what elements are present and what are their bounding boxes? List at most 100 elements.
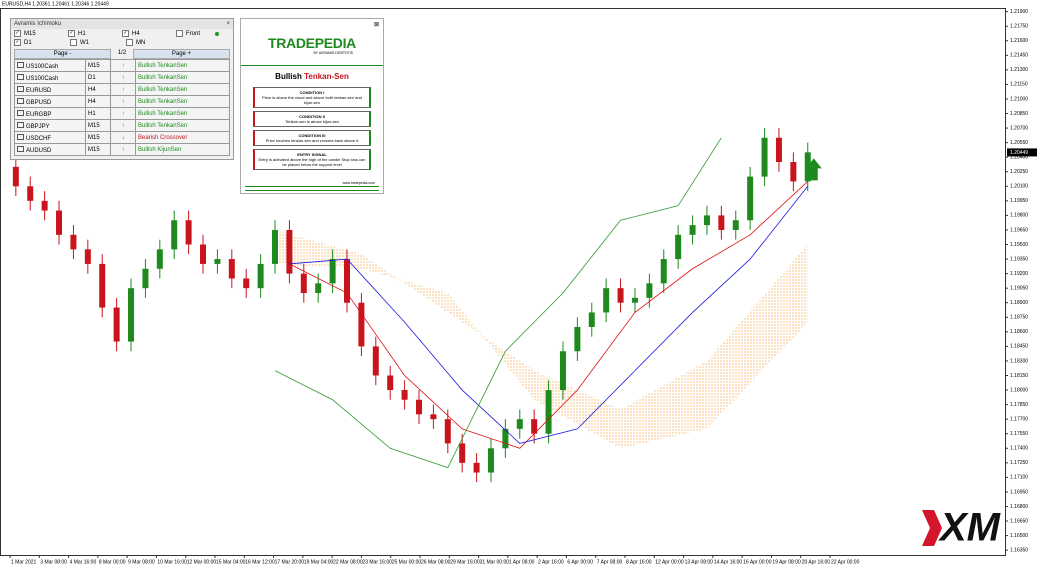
x-tick-label: 31 Mar 00:00 [480,559,510,565]
price-tag-label: 1.20449 [1010,150,1028,156]
y-tick-label: 1.17100 [1010,475,1028,481]
x-tick-label: 7 Apr 08:00 [597,559,623,565]
signal-row[interactable]: EURUSD H4 ↑ Bullish TenkanSen [14,83,230,96]
close-button[interactable]: × [226,21,230,27]
checkbox-label: W1 [80,39,89,46]
symbol-cell: EURUSD [14,83,86,96]
checkbox[interactable]: ✓ H4 [122,30,176,37]
arrow-cell: ↑ [110,59,136,72]
arrow-cell: ↓ [110,131,136,144]
candle-body [214,259,221,264]
pager: Page - 1/2 Page + [14,49,231,59]
candle-body [243,278,250,289]
checkbox[interactable]: ✓ M15 [14,30,68,37]
signal-row[interactable]: GBPUSD H4 ↑ Bullish TenkanSen [14,95,230,108]
condition-text: Price touches tenkan-sen and crosses bac… [265,138,359,143]
signal-row[interactable]: US100Cash D1 ↑ Bullish TenkanSen [14,71,230,84]
signal-row[interactable]: USDCHF M15 ↓ Bearish Crossover [14,131,230,144]
checkbox-label: H4 [132,30,140,37]
timeframe-cell: H4 [85,95,111,108]
candle-body [56,210,63,235]
card-title: Bullish Tenkan-Sen [241,65,383,81]
signal-row[interactable]: AUDUSD M15 ↑ Bullish KijunSen [14,143,230,156]
signal-row[interactable]: US100Cash M15 ↑ Bullish TenkanSen [14,59,230,72]
logo-mark [922,510,942,546]
condition: CONDITION III Price touches tenkan-sen an… [253,130,371,146]
signal-row[interactable]: GBPJPY M15 ↑ Bullish TenkanSen [14,119,230,132]
candle-body [703,215,710,226]
checkbox[interactable]: ✓ D1 [14,39,70,46]
page-prev-button[interactable]: Page - [14,49,112,59]
timeframe-cell: M15 [85,119,111,132]
checkbox-box: ✓ [14,30,21,37]
y-tick-label: 1.20550 [1010,140,1028,146]
checkbox[interactable]: Front [176,30,230,37]
signal-arrow [805,158,822,181]
candle-body [603,288,610,313]
checkbox-label: H1 [78,30,86,37]
checkbox-box: ✓ [14,39,21,46]
x-tick-label: 13 Apr 08:00 [685,559,714,565]
y-tick-label: 1.20100 [1010,184,1028,190]
candle-body [286,229,293,274]
x-tick-label: 29 Mar 16:00 [450,559,480,565]
timeframe-cell: M15 [85,59,111,72]
page-next-button[interactable]: Page + [132,49,231,59]
condition: ENTRY SIGNAL Entry is activated above the… [253,149,371,170]
symbol-cell: GBPUSD [14,95,86,108]
y-tick-label: 1.21150 [1010,82,1028,88]
candle-body [257,263,264,289]
y-tick-label: 1.21750 [1010,24,1028,30]
checkbox-label: D1 [24,39,32,46]
candle-body [444,419,451,444]
signal-cell: Bullish TenkanSen [135,83,230,96]
x-tick-label: 10 Mar 16:00 [157,559,187,565]
y-tick-label: 1.21600 [1010,38,1028,44]
timeframe-cell: M15 [85,131,111,144]
card-close[interactable]: ⊠ [373,22,379,28]
y-tick-label: 1.18450 [1010,344,1028,350]
arrow-cell: ↑ [110,119,136,132]
candle-body [732,220,739,230]
signal-row[interactable]: EURGBP H1 ↑ Bullish TenkanSen [14,107,230,120]
timeframe-row: ✓ M15 ✓ H1 ✓ H4 Front [11,29,233,38]
candle-body [329,259,336,284]
signal-cell: Bullish TenkanSen [135,95,230,108]
symbol-cell: AUDUSD [14,143,86,156]
x-tick-label: 22 Apr 00:00 [831,559,860,565]
candle-body [343,259,350,303]
checkbox[interactable]: W1 [70,39,126,46]
candle-body [415,399,422,415]
candle-body [559,351,566,391]
y-tick-label: 1.18150 [1010,373,1028,379]
signal-cell: Bullish KijunSen [135,143,230,156]
candle-body [761,137,768,177]
tradepedia-card: ⊠ TRADEPEDIA BY AVRAMIS DESPOTIS Bullish… [240,18,384,194]
candle-body [617,288,624,303]
arrow-cell: ↑ [110,71,136,84]
y-tick-label: 1.16350 [1010,547,1028,553]
candle-body [430,414,437,420]
candle-body [185,220,192,245]
candle-body [675,234,682,260]
candle-body [99,263,106,308]
checkbox[interactable]: MN [126,39,182,46]
x-tick-label: 8 Apr 16:00 [626,559,652,565]
y-tick-label: 1.16650 [1010,518,1028,524]
plot-frame [0,8,1006,556]
checkbox-box: ✓ [122,30,129,37]
checkbox-box: ✓ [68,30,75,37]
candle-body [200,244,207,264]
candle-body [747,176,754,221]
y-tick-label: 1.16800 [1010,504,1028,510]
candle-body [300,273,307,294]
candle-body [272,229,279,264]
signal-table: US100Cash M15 ↑ Bullish TenkanSen US100Cash D… [14,59,230,156]
candle-body [387,375,394,391]
y-tick-label: 1.21900 [1010,9,1028,15]
y-tick-label: 1.18750 [1010,315,1028,321]
candle-body [545,390,552,434]
checkbox[interactable]: ✓ H1 [68,30,122,37]
y-tick-label: 1.19500 [1010,242,1028,248]
